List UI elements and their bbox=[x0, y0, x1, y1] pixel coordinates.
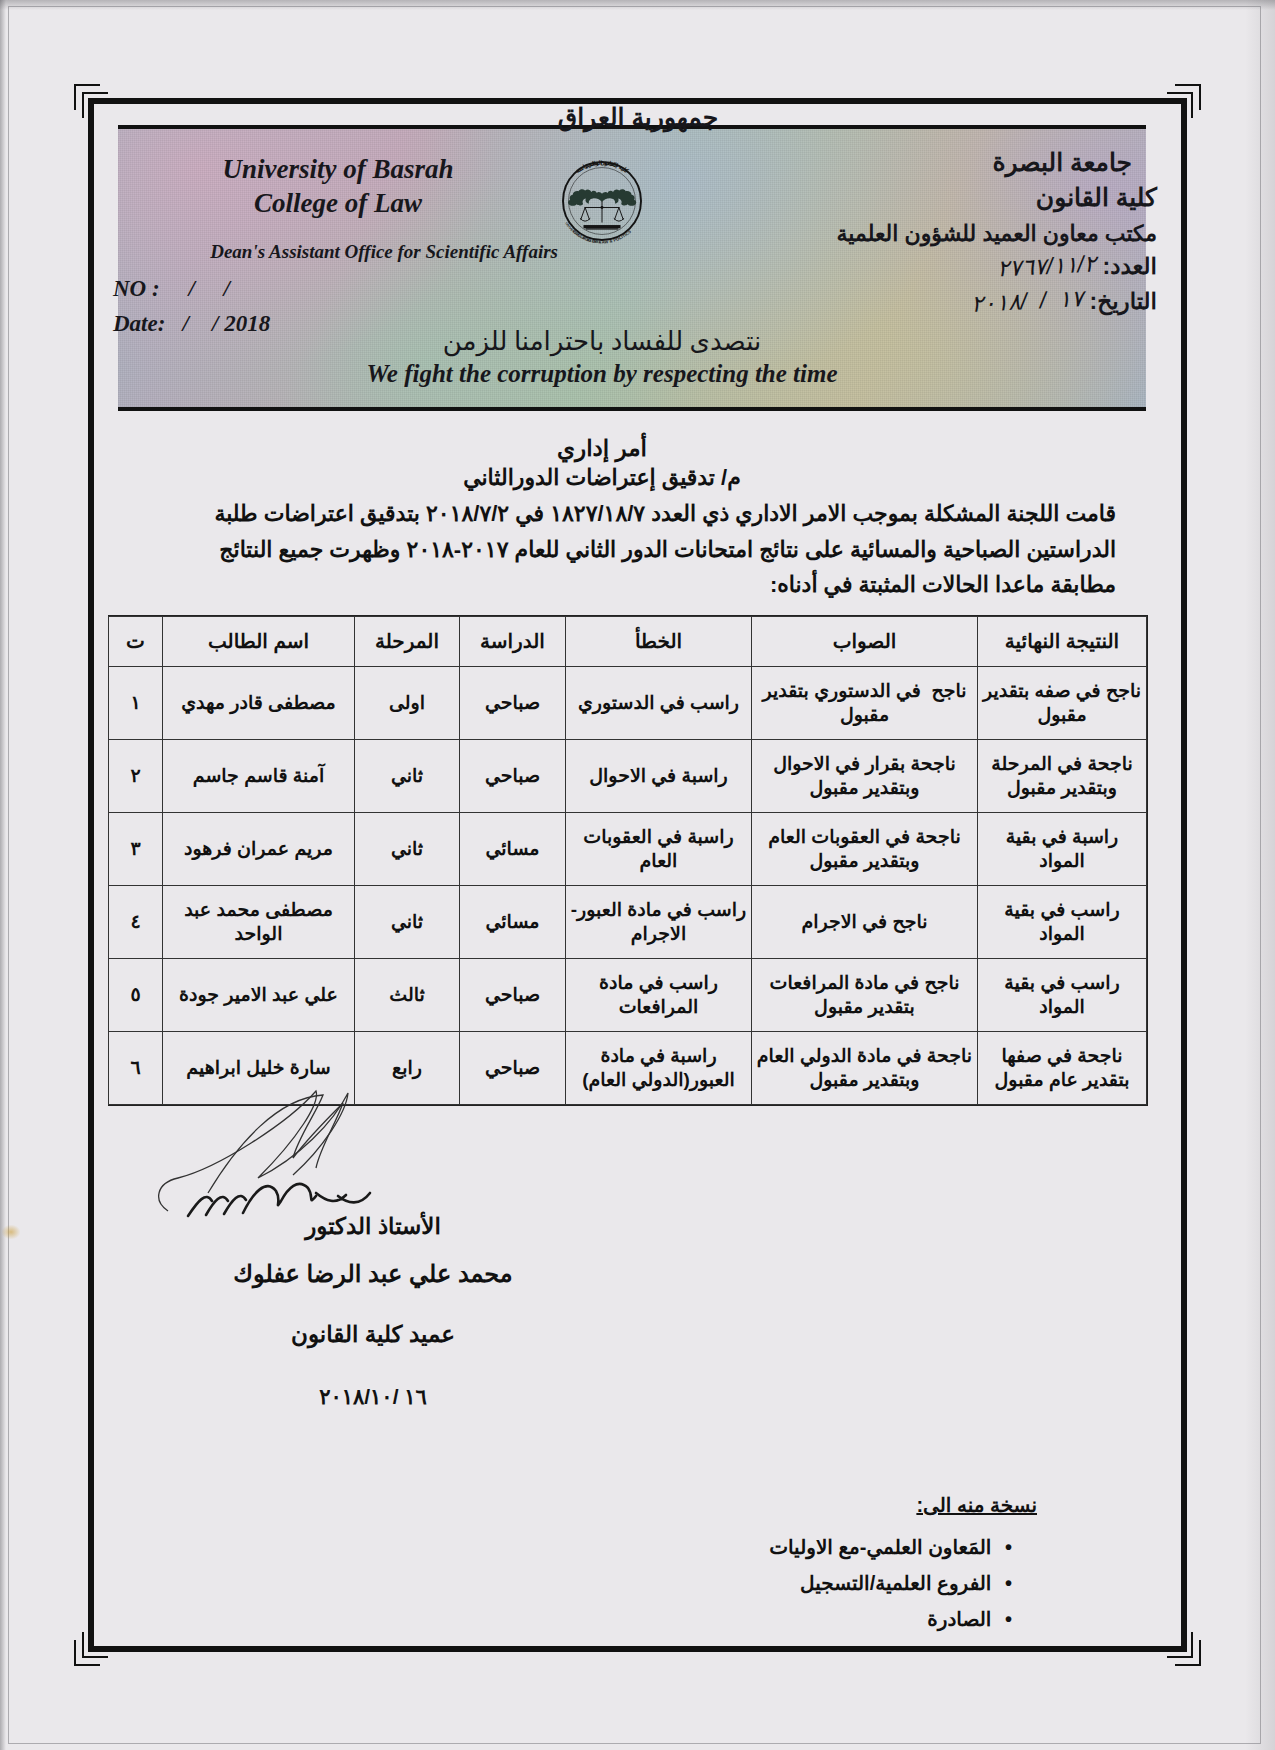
svg-text:UNIVERSITY OF BASRAH: UNIVERSITY OF BASRAH bbox=[564, 221, 601, 244]
svg-text:كلية القانون والسياسة: كلية القانون والسياسة bbox=[574, 160, 629, 175]
